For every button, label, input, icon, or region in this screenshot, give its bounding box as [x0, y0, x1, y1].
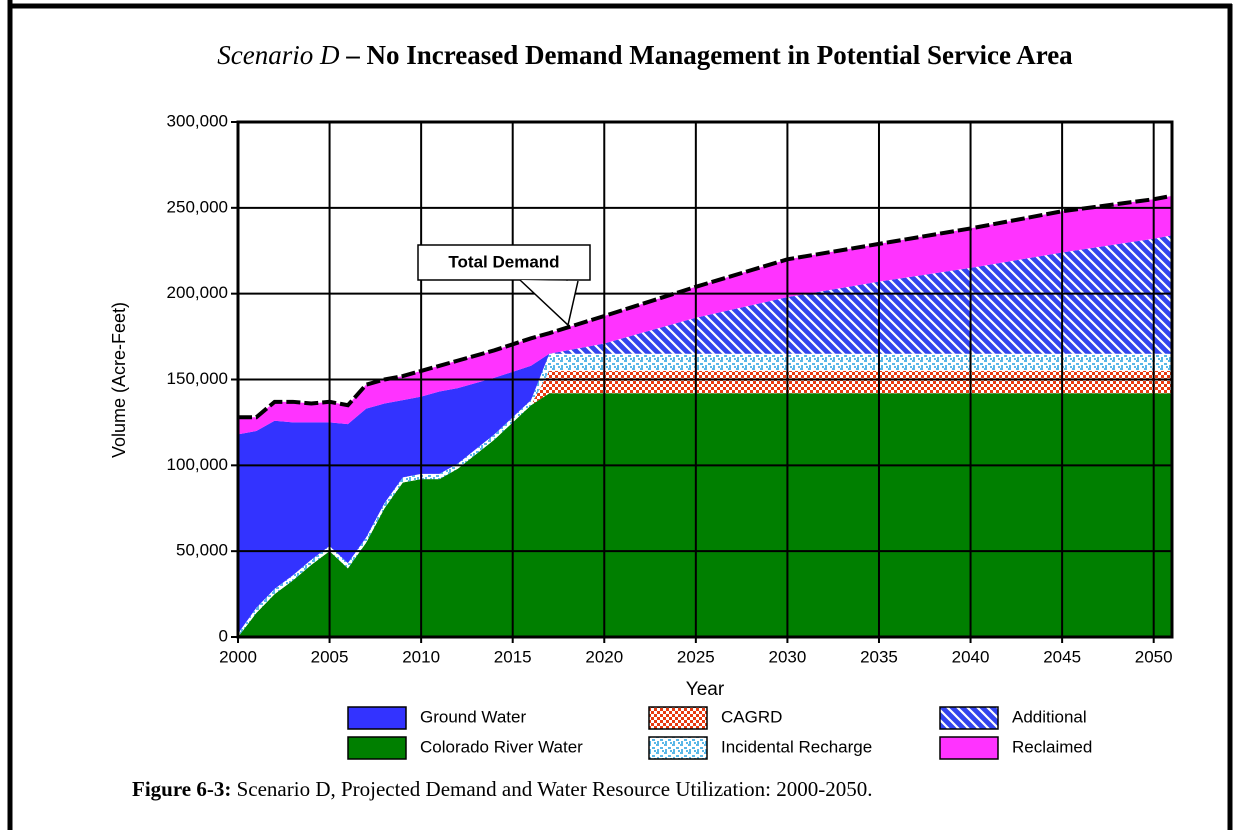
- y-tick-label: 150,000: [167, 369, 228, 388]
- annotation: Total Demand: [448, 252, 559, 271]
- x-tick-label: 2005: [311, 647, 349, 666]
- y-tick-label: 200,000: [167, 283, 228, 302]
- area: [238, 235, 1172, 435]
- x-tick-label: 2000: [219, 647, 257, 666]
- annotation-box: [417, 244, 591, 281]
- legend-label: Incidental Recharge: [721, 737, 872, 756]
- x-axis-label: Year: [686, 679, 725, 700]
- x-tick-label: 2045: [1043, 647, 1081, 666]
- y-tick-label: 50,000: [176, 541, 228, 560]
- y-tick-label: 100,000: [167, 455, 228, 474]
- caption-text: Scenario D, Projected Demand and Water R…: [237, 777, 873, 801]
- legend-label: CAGRD: [721, 707, 782, 726]
- legend-label: Additional: [1012, 707, 1087, 726]
- legend-swatch: [939, 706, 999, 730]
- x-tick-label: 2025: [677, 647, 715, 666]
- area: [238, 393, 1172, 637]
- x-tick-label: 2015: [494, 647, 532, 666]
- y-axis-label: Volume (Acre-Feet): [109, 302, 129, 458]
- total-demand-line: [238, 193, 1173, 420]
- y-tick-label: 250,000: [167, 197, 228, 216]
- title-rest: – No Increased Demand Management in Pote…: [345, 40, 1073, 70]
- callout-line: [519, 279, 579, 327]
- legend-swatch: [347, 736, 407, 760]
- area: [238, 353, 1172, 634]
- legend-label: Reclaimed: [1012, 737, 1092, 756]
- title-italic: Scenario D: [217, 40, 340, 70]
- x-tick-label: 2040: [952, 647, 990, 666]
- chart-title: Scenario D – No Increased Demand Managem…: [217, 40, 1073, 70]
- legend-label: Colorado River Water: [420, 737, 583, 756]
- legend-swatch: [648, 706, 708, 730]
- y-tick-label: 300,000: [167, 111, 228, 130]
- x-tick-label: 2020: [585, 647, 623, 666]
- legend-label: Ground Water: [420, 707, 526, 726]
- x-tick-label: 2010: [402, 647, 440, 666]
- x-tick-label: 2050: [1135, 647, 1173, 666]
- caption: Figure 6-3: Scenario D, Projected Demand…: [132, 777, 873, 801]
- y-tick-label: 0: [219, 626, 228, 645]
- caption-label: Figure 6-3:: [132, 777, 231, 801]
- x-tick-label: 2030: [768, 647, 806, 666]
- legend-swatch: [347, 706, 407, 730]
- legend-swatch: [648, 736, 708, 760]
- legend-swatch: [939, 736, 999, 760]
- x-tick-label: 2035: [860, 647, 898, 666]
- plot-frame: [236, 120, 1174, 639]
- area: [238, 195, 1172, 435]
